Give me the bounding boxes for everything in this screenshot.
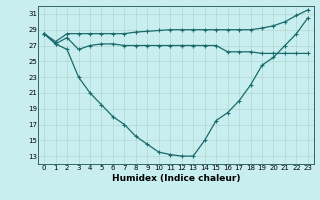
X-axis label: Humidex (Indice chaleur): Humidex (Indice chaleur) xyxy=(112,174,240,183)
